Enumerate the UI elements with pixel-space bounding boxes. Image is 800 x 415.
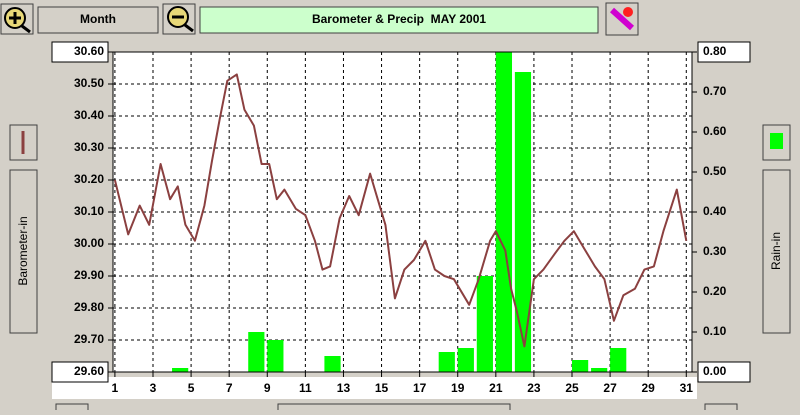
title-panel [199, 6, 599, 34]
x-tick-label: 27 [603, 381, 617, 395]
y-tick-label: 29.80 [74, 300, 104, 314]
scroll-left[interactable] [55, 403, 89, 413]
plot-frame [112, 51, 693, 373]
y-tick-label: 29.90 [74, 268, 104, 282]
y2-tick-label: 0.70 [703, 84, 727, 98]
rain-bar [457, 348, 474, 372]
y-tick-label: 29.60 [74, 364, 104, 378]
y-tick-label: 30.40 [74, 108, 104, 122]
y-tick-label: 29.70 [74, 332, 104, 346]
y-tick-label: 30.50 [74, 76, 104, 90]
x-tick-label: 9 [264, 381, 271, 395]
zoom-in-button[interactable] [0, 3, 34, 35]
chart-title: Barometer & Precip MAY 2001 [312, 12, 486, 26]
y2-tick-box [697, 361, 751, 383]
barometer-axis-button[interactable] [9, 169, 38, 334]
y-tick-label: 30.60 [74, 44, 104, 58]
x-tick-label: 15 [375, 381, 389, 395]
x-tick-label: 29 [642, 381, 656, 395]
rain-bar [495, 52, 513, 372]
y2-tick-label: 0.40 [703, 204, 727, 218]
y2-tick-label: 0.30 [703, 244, 727, 258]
x-tick-label: 19 [451, 381, 465, 395]
x-tick-label: 21 [489, 381, 503, 395]
rain-bar [172, 368, 189, 372]
rain-bar [610, 348, 627, 372]
x-tick-label: 7 [226, 381, 233, 395]
rain-bar [324, 356, 341, 372]
x-tick-label: 25 [565, 381, 579, 395]
rain-bar [514, 72, 532, 372]
x-tick-label: 23 [527, 381, 541, 395]
x-tick-label: 5 [188, 381, 195, 395]
month-button[interactable] [37, 6, 159, 34]
x-tick-label: 13 [337, 381, 351, 395]
y-tick-label: 30.10 [74, 204, 104, 218]
y2-tick-label: 0.50 [703, 164, 727, 178]
print-button[interactable] [605, 2, 639, 36]
y2-tick-label: 0.00 [703, 364, 727, 378]
y2-tick-box [697, 41, 751, 63]
rain-bar [248, 332, 265, 372]
barometer-line [113, 73, 688, 348]
rain-bar [572, 360, 589, 372]
y2-tick-label: 0.20 [703, 284, 727, 298]
rain-bar [476, 276, 493, 372]
y2-axis-label: Rain-in [769, 232, 783, 270]
rain-axis-button[interactable] [762, 169, 791, 334]
y-tick-label: 30.00 [74, 236, 104, 250]
scroll-right[interactable] [704, 403, 738, 413]
y-tick-box [51, 361, 109, 383]
rain-legend-swatch [770, 133, 783, 149]
y-tick-box [51, 41, 109, 63]
y2-tick-label: 0.10 [703, 324, 727, 338]
y2-tick-label: 0.80 [703, 44, 727, 58]
scroll-thumb[interactable] [277, 403, 511, 413]
month-button-label[interactable]: Month [80, 12, 116, 26]
y2-tick-label: 0.60 [703, 124, 727, 138]
y-tick-label: 30.30 [74, 140, 104, 154]
x-axis-strip [52, 377, 697, 399]
rain-bar [438, 352, 455, 372]
x-tick-label: 11 [299, 381, 312, 395]
x-tick-label: 1 [112, 381, 119, 395]
x-tick-label: 17 [413, 381, 427, 395]
rain-bar [267, 340, 284, 372]
y-tick-label: 30.20 [74, 172, 104, 186]
rain-bar [591, 368, 608, 372]
y-axis-label: Barometer-in [16, 216, 30, 285]
zoom-out-button[interactable] [162, 3, 196, 35]
x-tick-label: 3 [150, 381, 157, 395]
x-tick-label: 31 [680, 381, 694, 395]
